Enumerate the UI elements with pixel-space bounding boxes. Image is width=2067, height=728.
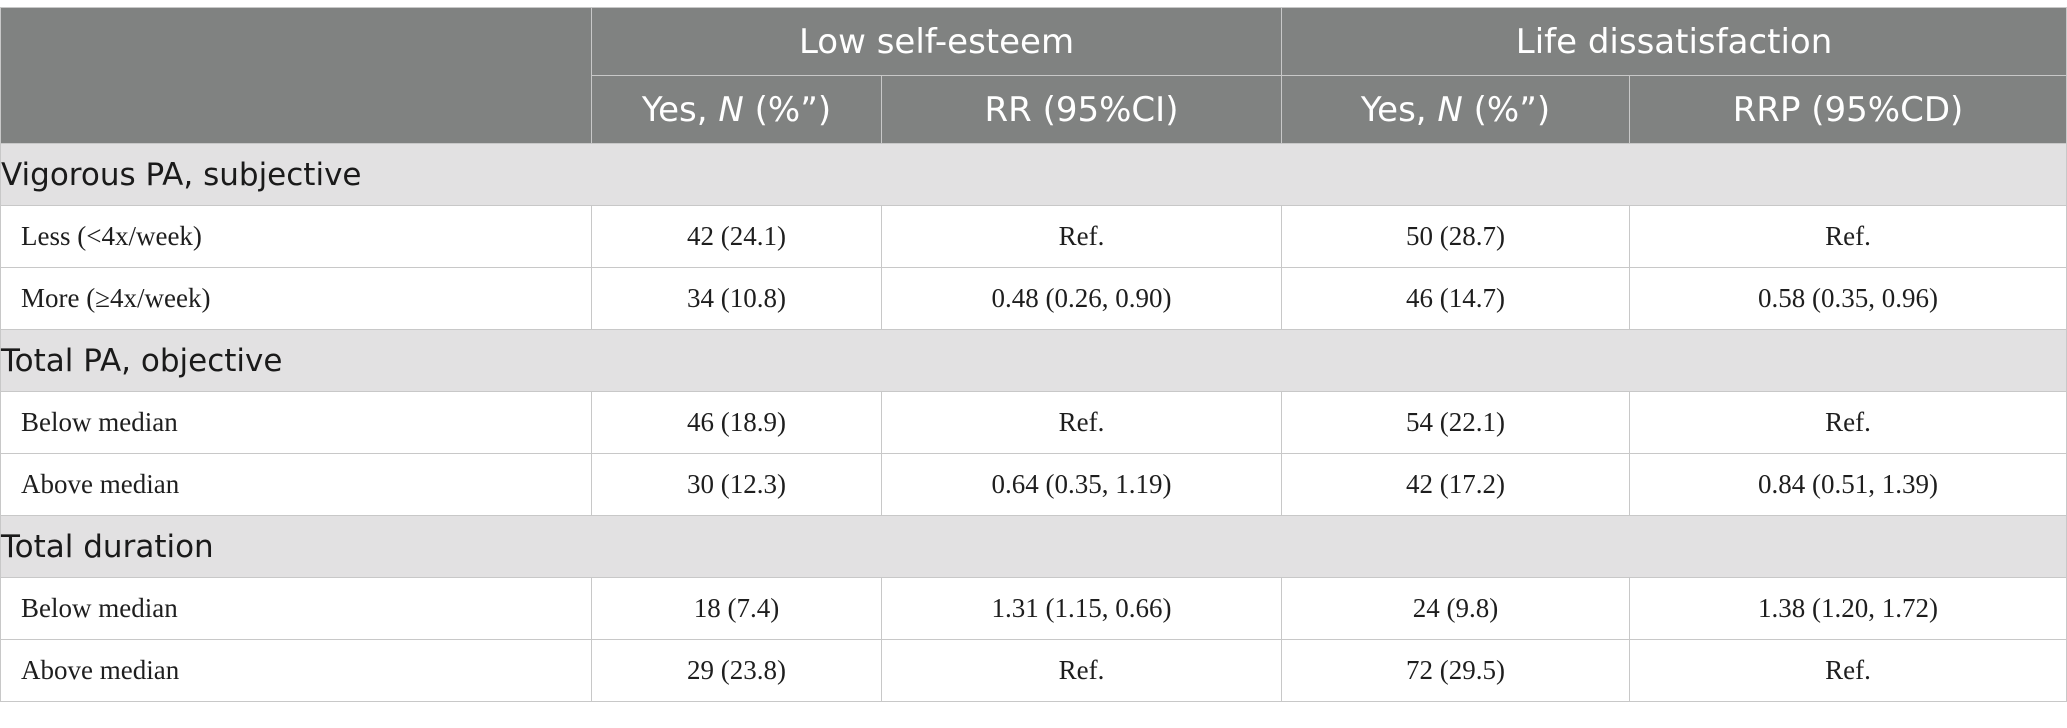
- table-row: More (≥4x/week) 34 (10.8) 0.48 (0.26, 0.…: [0, 267, 2067, 330]
- cell-lse-rr: Ref.: [880, 391, 1283, 454]
- table-row: Above median 29 (23.8) Ref. 72 (29.5) Re…: [0, 639, 2067, 702]
- cell-ld-rr: 0.58 (0.35, 0.96): [1629, 267, 2067, 330]
- cell-ld-yes: 42 (17.2): [1281, 453, 1631, 516]
- cell-ld-rr: 0.84 (0.51, 1.39): [1629, 453, 2067, 516]
- n-symbol: N: [718, 89, 744, 130]
- cell-ld-yes: 50 (28.7): [1281, 205, 1631, 268]
- cell-lse-yes: 46 (18.9): [591, 391, 882, 454]
- header-lse-rr: RR (95%CI): [880, 75, 1283, 144]
- section-row: Total PA, objective: [0, 329, 2067, 392]
- row-label: Below median: [0, 391, 592, 454]
- yes-prefix: Yes,: [1360, 89, 1438, 130]
- cell-lse-rr: Ref.: [880, 639, 1283, 702]
- header-low-self-esteem: Low self-esteem: [590, 7, 1283, 76]
- cell-lse-rr: 1.31 (1.15, 0.66): [880, 577, 1283, 640]
- row-label: Less (<4x/week): [0, 205, 592, 268]
- header-row-columns: Yes, N (%”) RR (95%CI) Yes, N (%”) RRP (…: [1, 75, 2067, 144]
- table-row: Less (<4x/week) 42 (24.1) Ref. 50 (28.7)…: [0, 205, 2067, 268]
- section-row: Total duration: [0, 515, 2067, 578]
- cell-ld-yes: 24 (9.8): [1281, 577, 1631, 640]
- header-row-groups: Low self-esteem Life dissatisfaction: [0, 7, 2067, 144]
- cell-ld-rr: Ref.: [1629, 639, 2067, 702]
- section-title: Total duration: [0, 515, 2067, 578]
- section-title: Total PA, objective: [0, 329, 2067, 392]
- pct-suffix: (%”): [1462, 89, 1551, 130]
- table-row: Above median 30 (12.3) 0.64 (0.35, 1.19)…: [0, 453, 2067, 516]
- cell-ld-rr: Ref.: [1629, 205, 2067, 268]
- cell-lse-yes: 29 (23.8): [591, 639, 882, 702]
- cell-ld-rr: Ref.: [1629, 391, 2067, 454]
- row-label: Below median: [0, 577, 592, 640]
- header-ld-yes: Yes, N (%”): [1281, 75, 1631, 144]
- cell-lse-rr: Ref.: [880, 205, 1283, 268]
- header-empty-cell: [0, 7, 592, 144]
- section-title: Vigorous PA, subjective: [0, 143, 2067, 206]
- yes-prefix: Yes,: [641, 89, 719, 130]
- row-label: Above median: [0, 639, 592, 702]
- cell-lse-rr: 0.64 (0.35, 1.19): [880, 453, 1283, 516]
- table-row: Below median 46 (18.9) Ref. 54 (22.1) Re…: [0, 391, 2067, 454]
- cell-lse-rr: 0.48 (0.26, 0.90): [880, 267, 1283, 330]
- section-row: Vigorous PA, subjective: [0, 143, 2067, 206]
- row-label: More (≥4x/week): [0, 267, 592, 330]
- n-symbol: N: [1437, 89, 1463, 130]
- cell-lse-yes: 34 (10.8): [591, 267, 882, 330]
- pct-suffix: (%”): [743, 89, 832, 130]
- cell-ld-rr: 1.38 (1.20, 1.72): [1629, 577, 2067, 640]
- cell-ld-yes: 46 (14.7): [1281, 267, 1631, 330]
- cell-ld-yes: 54 (22.1): [1281, 391, 1631, 454]
- cell-lse-yes: 18 (7.4): [591, 577, 882, 640]
- header-ld-rrp: RRP (95%CD): [1629, 75, 2067, 144]
- cell-lse-yes: 30 (12.3): [591, 453, 882, 516]
- cell-ld-yes: 72 (29.5): [1281, 639, 1631, 702]
- table-row: Below median 18 (7.4) 1.31 (1.15, 0.66) …: [0, 577, 2067, 640]
- row-label: Above median: [0, 453, 592, 516]
- cell-lse-yes: 42 (24.1): [591, 205, 882, 268]
- results-table: Low self-esteem Life dissatisfaction Yes…: [0, 7, 2067, 702]
- header-life-dissatisfaction: Life dissatisfaction: [1281, 7, 2067, 76]
- header-lse-yes: Yes, N (%”): [591, 75, 882, 144]
